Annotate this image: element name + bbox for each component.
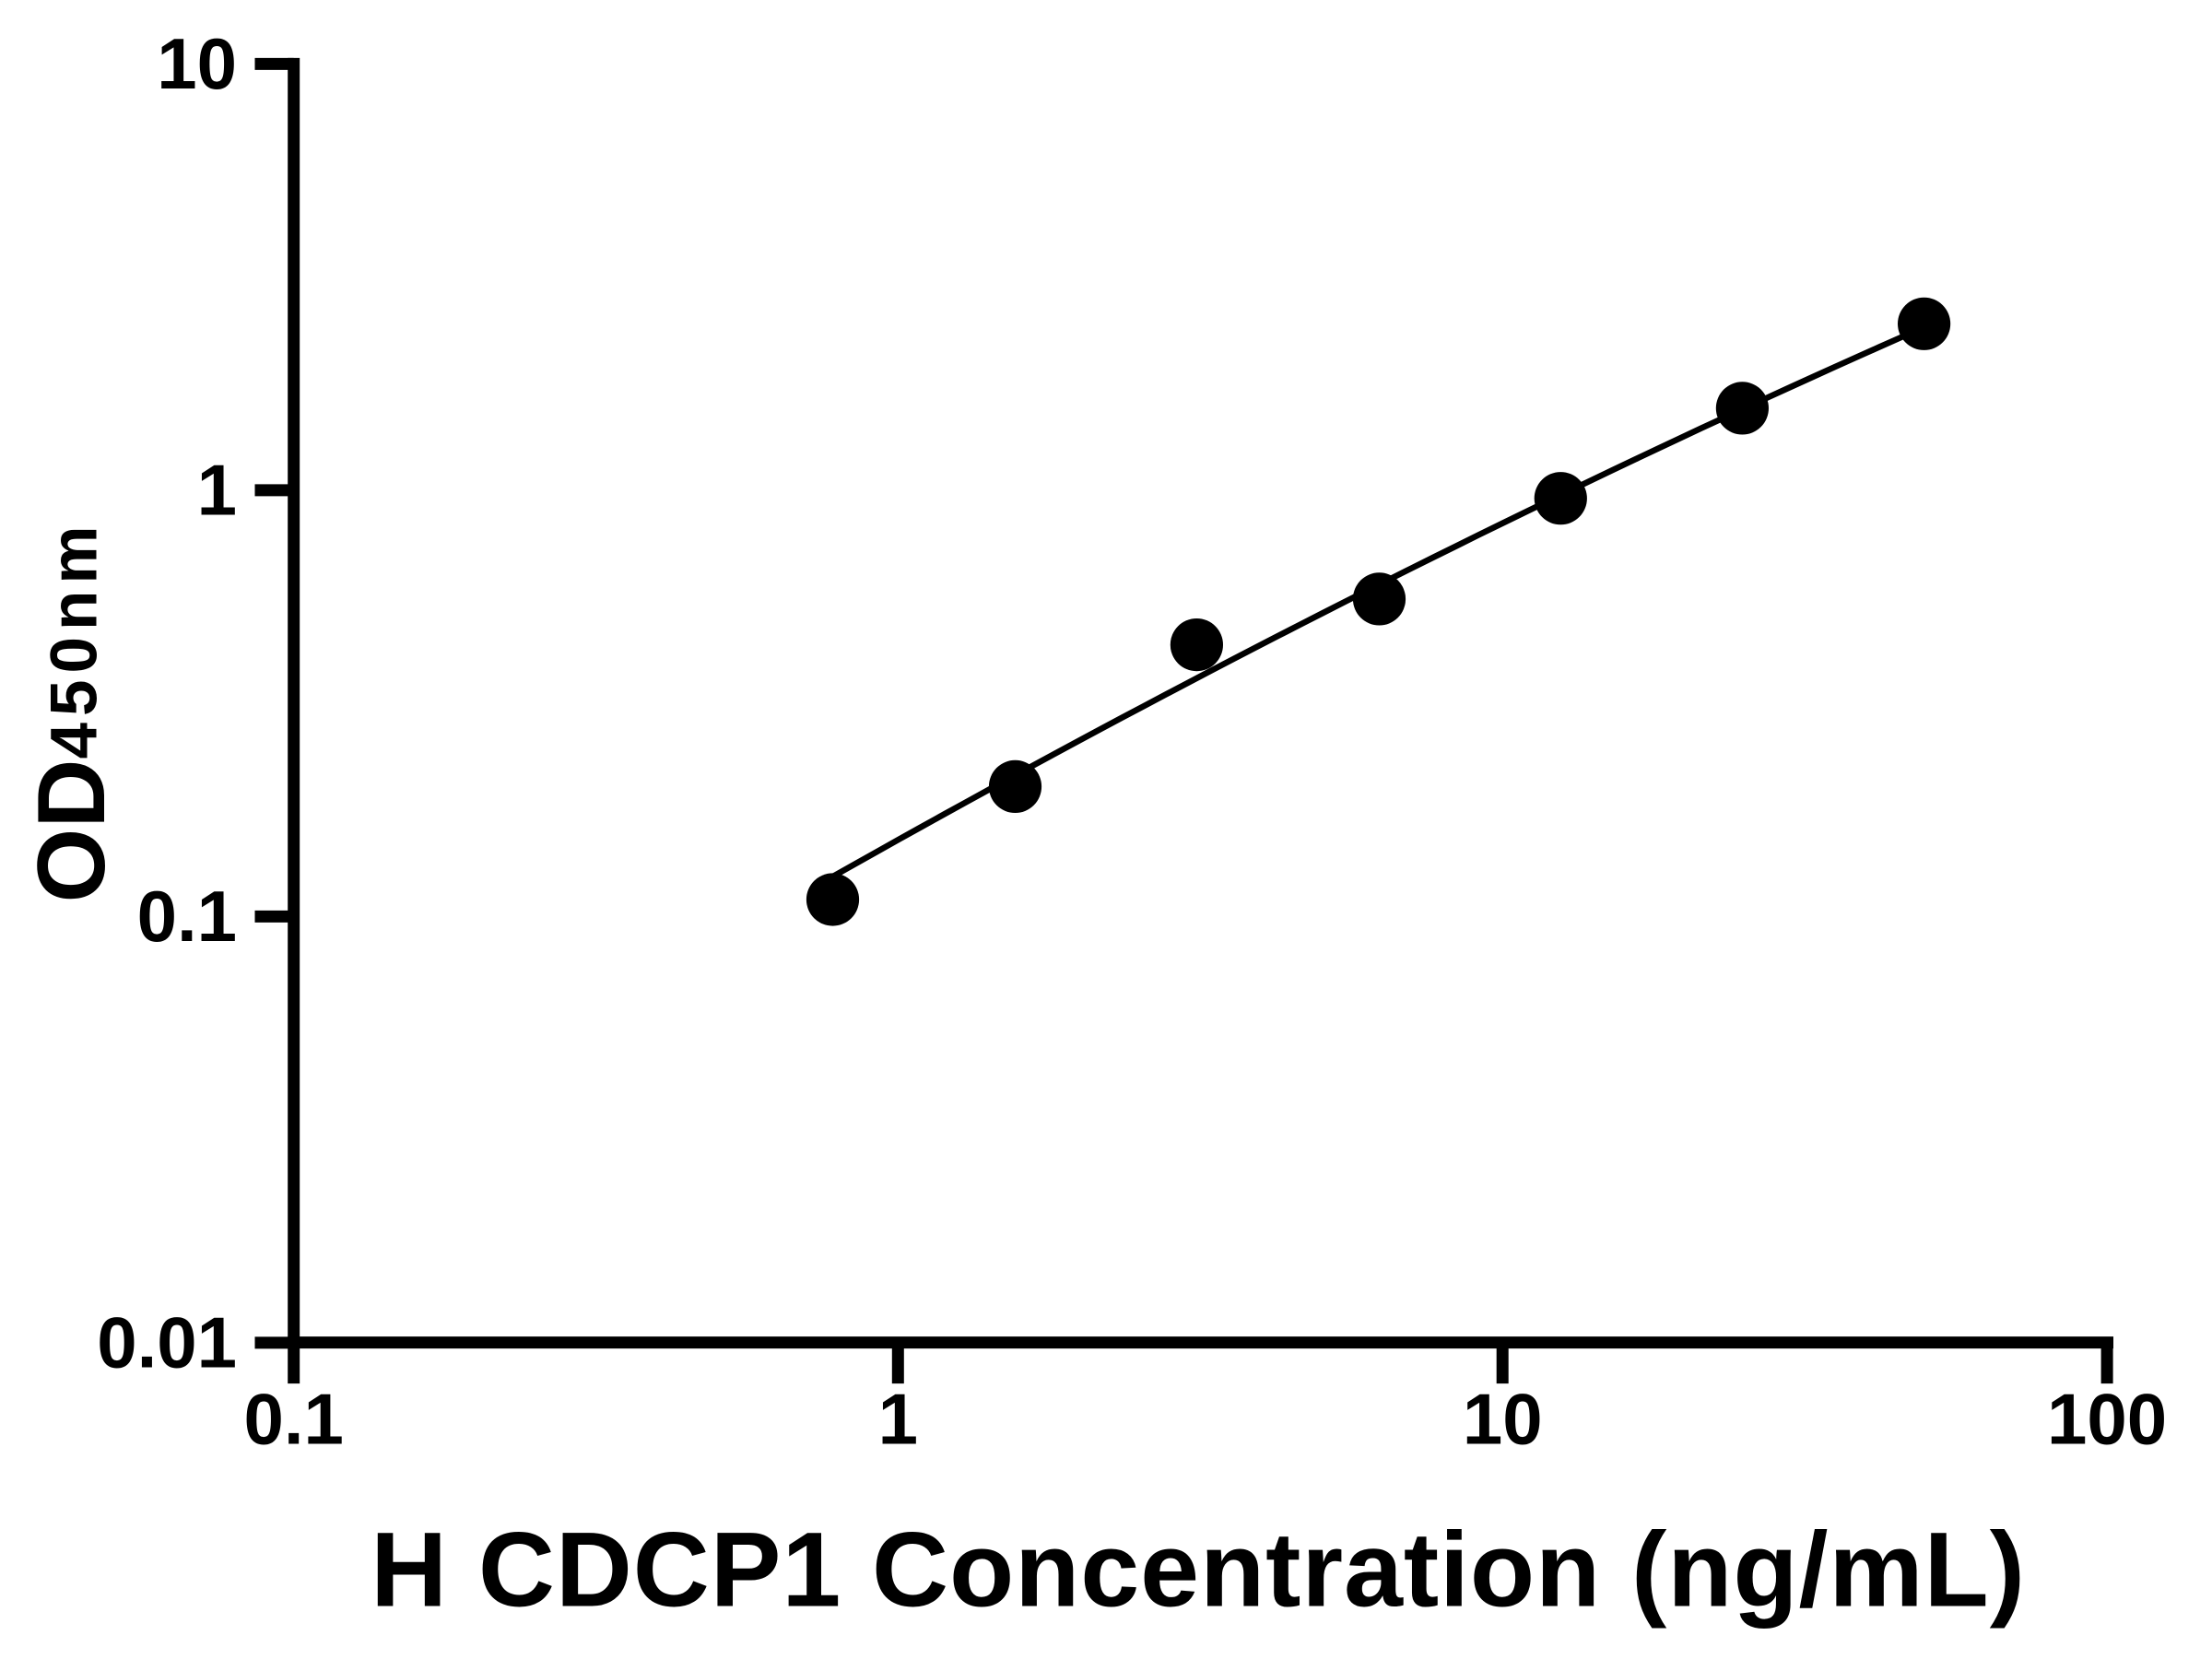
svg-text:0.1: 0.1	[137, 876, 237, 957]
svg-text:H CDCP1 Concentration (ng/mL): H CDCP1 Concentration (ng/mL)	[371, 1511, 2026, 1629]
svg-text:1: 1	[878, 1379, 918, 1460]
svg-text:0.01: 0.01	[97, 1302, 237, 1383]
svg-text:10: 10	[1463, 1379, 1543, 1460]
svg-text:10: 10	[157, 23, 237, 104]
svg-text:1: 1	[197, 450, 237, 531]
svg-text:0.1: 0.1	[243, 1379, 343, 1460]
svg-text:100: 100	[2047, 1379, 2167, 1460]
